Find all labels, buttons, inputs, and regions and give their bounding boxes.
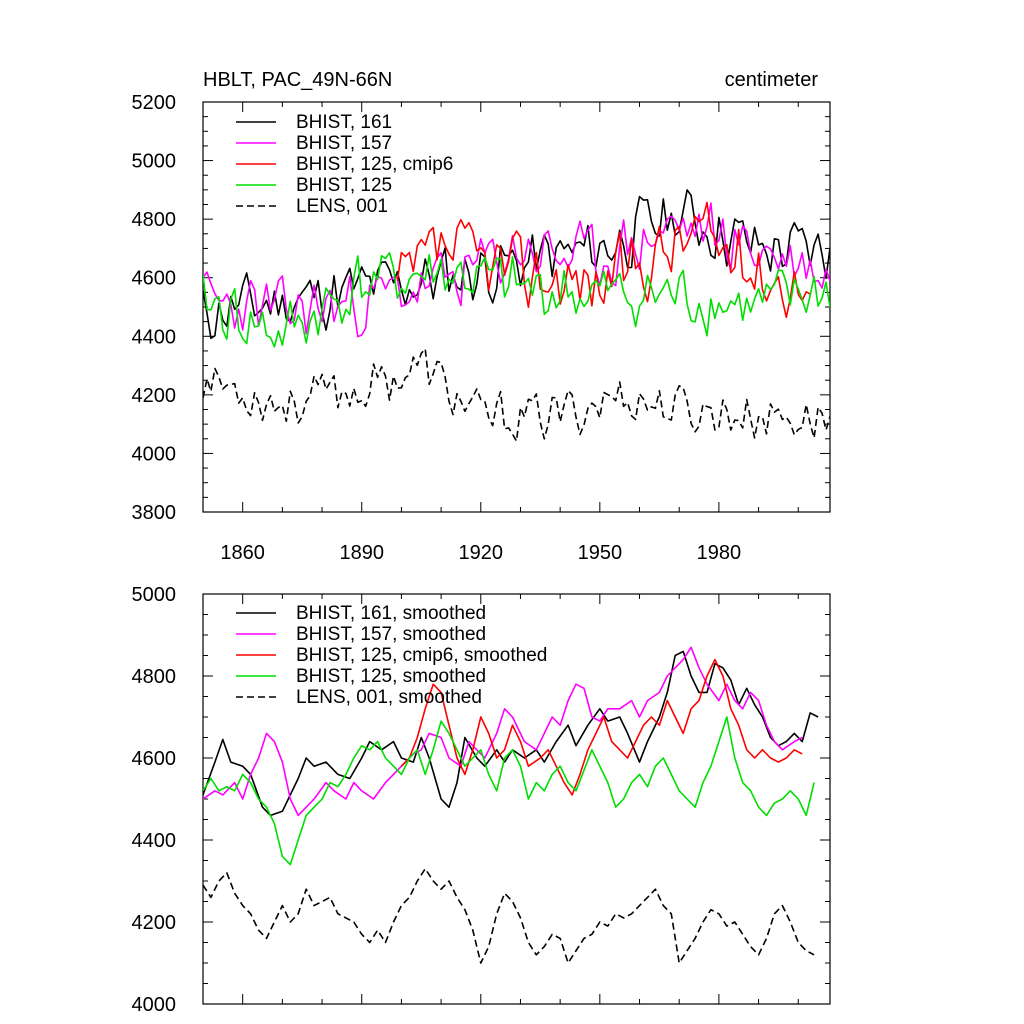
y-tick-label: 4400	[132, 326, 177, 348]
y-tick-label: 5000	[132, 151, 177, 173]
legend-label: BHIST, 157	[296, 133, 392, 154]
series-line-lens-001-smoothed	[203, 867, 815, 964]
legend-label: BHIST, 125, smoothed	[296, 666, 486, 687]
x-tick-label: 1860	[220, 542, 265, 564]
legend-label: BHIST, 161	[296, 112, 392, 133]
y-tick-label: 5200	[132, 92, 177, 114]
bottom-panel: 4000 4200 4400 4600 4800 5000 BHIST, 161, smoo…	[132, 584, 831, 1016]
legend-label: BHIST, 161, smoothed	[296, 603, 486, 624]
y-tick-label: 4600	[132, 268, 177, 290]
y-tick-label: 5000	[132, 584, 177, 606]
x-tick-label: 1950	[578, 542, 623, 564]
chart-title: HBLT, PAC_49N-66N	[203, 69, 392, 91]
y-tick-label: 4200	[132, 912, 177, 934]
y-tick-label: 3800	[132, 502, 177, 524]
y-tick-label: 4200	[132, 385, 177, 407]
x-tick-label: 1890	[339, 542, 384, 564]
units-label: centimeter	[725, 69, 819, 91]
legend-label: BHIST, 125	[296, 175, 392, 196]
top-panel: 3800 4000 4200 4400 4600 4800 5000 5200 1860 1890…	[132, 92, 831, 564]
x-tick-label: 1980	[697, 542, 742, 564]
y-tick-label: 4000	[132, 994, 177, 1016]
legend-label: BHIST, 157, smoothed	[296, 624, 486, 645]
legend-label: BHIST, 125, cmip6, smoothed	[296, 645, 547, 666]
series-line-bhist-125	[203, 252, 830, 348]
series-line-bhist-125-cmip6-smoothed	[400, 658, 803, 796]
series-line-bhist-161	[203, 189, 830, 340]
series-line-bhist-125-smoothed	[203, 716, 815, 866]
y-tick-label: 4600	[132, 748, 177, 770]
y-tick-label: 4800	[132, 666, 177, 688]
legend-label: BHIST, 125, cmip6	[296, 154, 453, 175]
legend-label: LENS, 001, smoothed	[296, 687, 482, 708]
series-line-bhist-161-smoothed	[203, 650, 819, 817]
x-tick-label: 1920	[459, 542, 504, 564]
y-tick-label: 4000	[132, 443, 177, 465]
series-line-lens-001	[203, 348, 830, 442]
legend-label: LENS, 001	[296, 196, 388, 217]
y-tick-label: 4400	[132, 830, 177, 852]
y-tick-label: 4800	[132, 209, 177, 231]
series-line-bhist-125-cmip6	[396, 201, 811, 319]
